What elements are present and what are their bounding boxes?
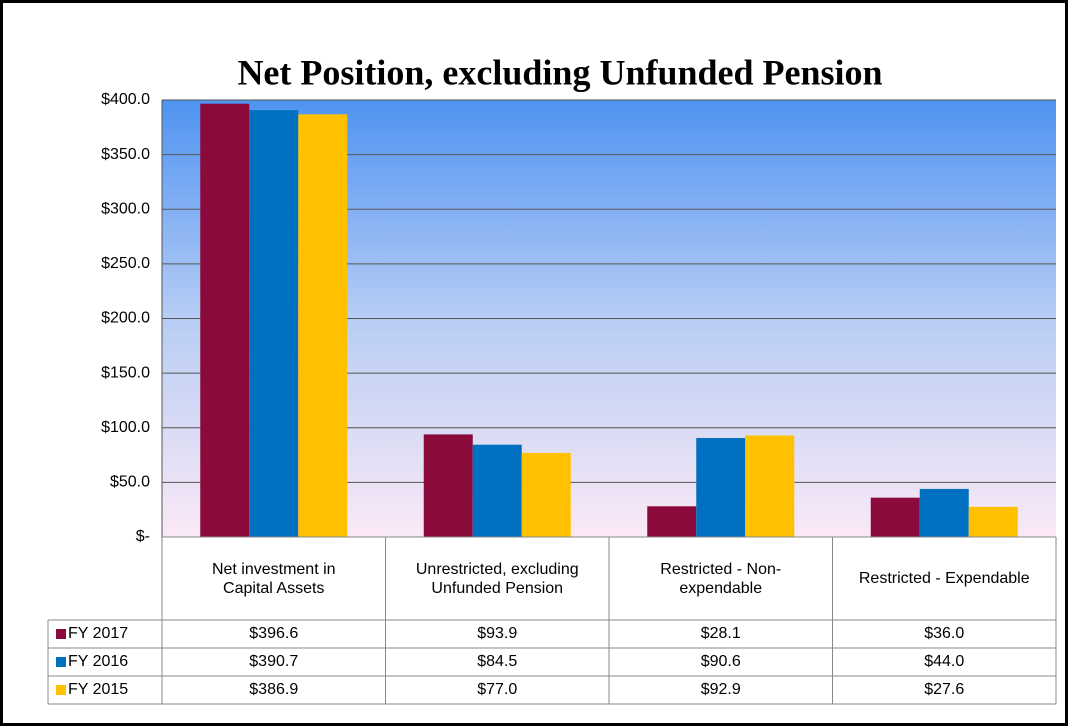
bar — [919, 488, 969, 537]
y-tick-label: $350.0 — [101, 146, 150, 163]
legend-swatch — [56, 685, 66, 695]
bar — [249, 110, 299, 537]
legend-label: FY 2016 — [68, 653, 128, 670]
bar — [472, 444, 522, 537]
table-value: $90.6 — [701, 653, 741, 670]
x-tick-label: Net investment in Capital Assets — [211, 560, 336, 597]
table-value: $92.9 — [701, 681, 741, 698]
table-value: $36.0 — [924, 625, 964, 642]
table-value: $396.6 — [249, 625, 298, 642]
y-tick-label: $- — [136, 528, 150, 545]
bar — [745, 435, 795, 537]
y-tick-label: $200.0 — [101, 310, 150, 327]
category-cell: Restricted - Non-expendable — [660, 560, 782, 597]
bar — [200, 103, 250, 537]
y-tick-label: $300.0 — [101, 200, 150, 217]
bar — [423, 434, 473, 537]
category-cell: Net investment in Capital Assets — [211, 560, 336, 597]
legend-swatch — [56, 657, 66, 667]
y-tick-label: $100.0 — [101, 419, 150, 436]
table-value: $28.1 — [701, 625, 741, 642]
bar — [298, 114, 348, 537]
table-value: $386.9 — [249, 681, 298, 698]
table-value: $93.9 — [477, 625, 517, 642]
table-value: $44.0 — [924, 653, 964, 670]
x-tick-label: Restricted - Non-expendable — [660, 560, 782, 597]
table-value: $84.5 — [477, 653, 517, 670]
y-tick-label: $250.0 — [101, 255, 150, 272]
y-tick-label: $150.0 — [101, 364, 150, 381]
y-tick-label: $400.0 — [101, 91, 150, 108]
x-tick-label: Unrestricted, excluding Unfunded Pension — [415, 560, 579, 597]
legend-label: FY 2017 — [68, 625, 128, 642]
bar — [870, 497, 920, 537]
bar — [521, 452, 571, 537]
bar — [696, 438, 746, 537]
chart-title: Net Position, excluding Unfunded Pension — [237, 52, 882, 92]
bar — [968, 506, 1018, 537]
bar — [647, 506, 697, 537]
table-value: $77.0 — [477, 681, 517, 698]
table-value: $390.7 — [249, 653, 298, 670]
y-tick-label: $50.0 — [110, 474, 150, 491]
x-tick-label: Restricted - Expendable — [858, 570, 1030, 587]
category-cell: Unrestricted, excluding Unfunded Pension — [415, 560, 579, 597]
legend-label: FY 2015 — [68, 681, 128, 698]
legend-swatch — [56, 629, 66, 639]
table-value: $27.6 — [924, 681, 964, 698]
category-cell: Restricted - Expendable — [858, 570, 1030, 587]
